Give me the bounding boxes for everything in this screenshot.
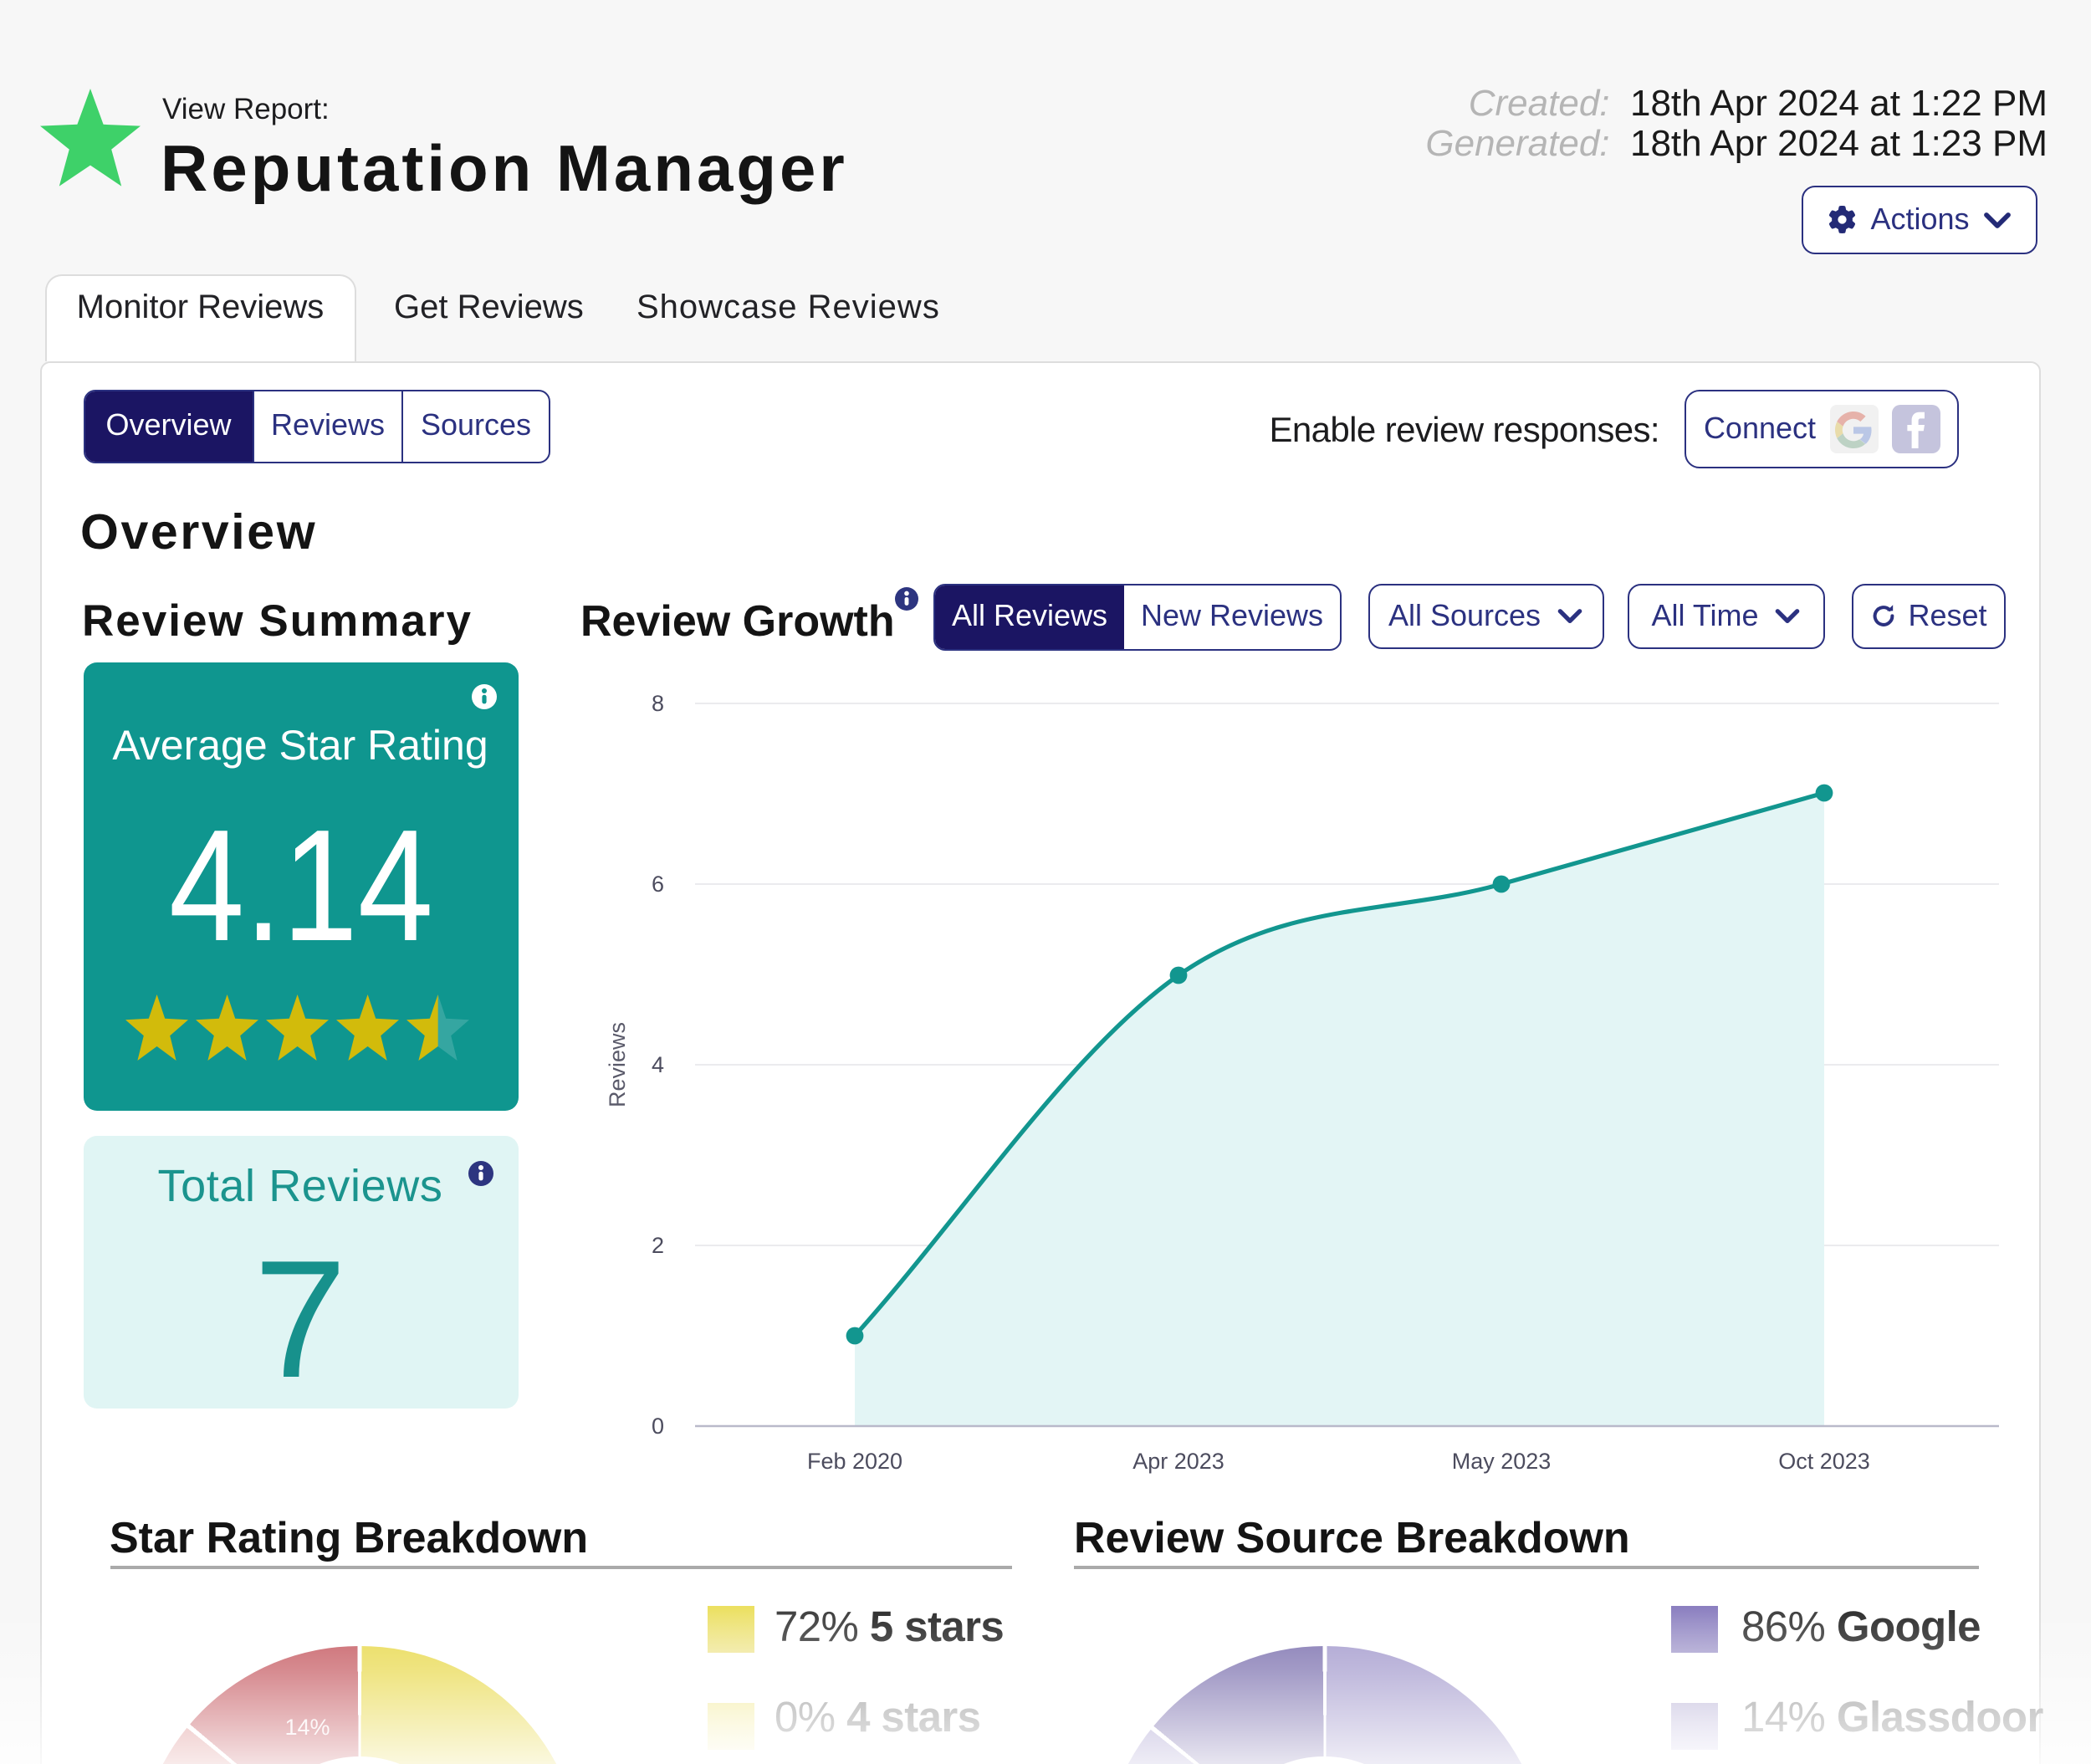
svg-text:8: 8: [652, 691, 664, 716]
svg-text:0: 0: [652, 1414, 664, 1439]
svg-text:Oct 2023: Oct 2023: [1778, 1449, 1870, 1474]
svg-text:May 2023: May 2023: [1452, 1449, 1552, 1474]
svg-text:Reviews: Reviews: [605, 1022, 630, 1107]
svg-text:Feb 2020: Feb 2020: [807, 1449, 902, 1474]
svg-text:2: 2: [652, 1233, 664, 1258]
svg-text:Apr 2023: Apr 2023: [1132, 1449, 1224, 1474]
svg-text:6: 6: [652, 872, 664, 897]
svg-text:4: 4: [652, 1052, 664, 1077]
